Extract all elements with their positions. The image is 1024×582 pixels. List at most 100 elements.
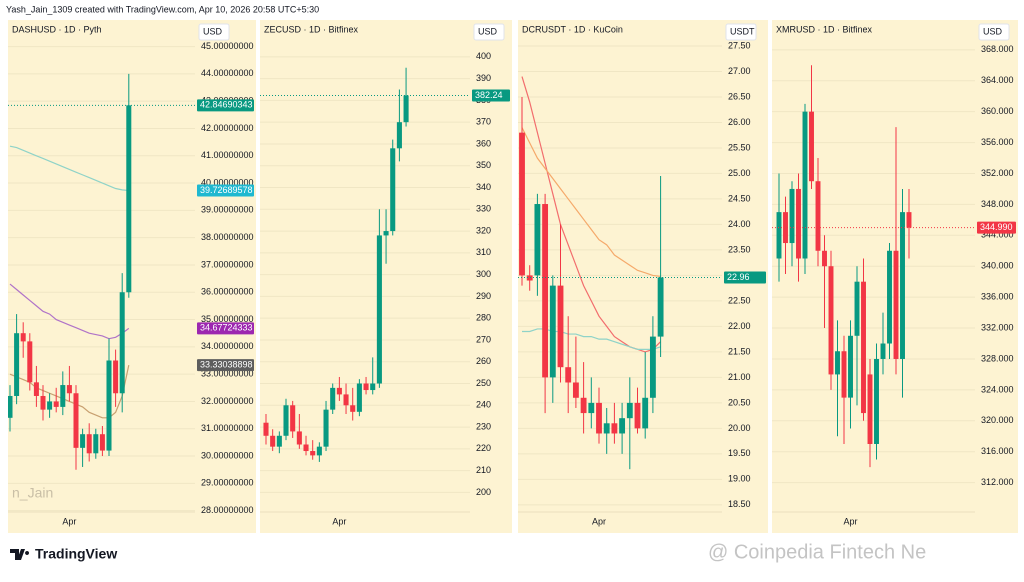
candle-body [626, 402, 633, 419]
moving-average [9, 145, 129, 192]
candle-body [303, 444, 309, 452]
candle-body [861, 281, 866, 414]
candle-body [396, 122, 402, 149]
last-price-label: 42.84690343 [200, 100, 253, 110]
y-tick-label: 360 [476, 138, 491, 148]
y-tick-label: 40.00000000 [201, 177, 254, 187]
candle-body [634, 402, 641, 429]
y-tick-label: 200 [476, 487, 491, 497]
plot [263, 67, 409, 462]
y-tick-label: 24.50 [728, 193, 751, 203]
candle-body [350, 405, 356, 412]
y-tick-label: 26.00 [728, 117, 751, 127]
y-tick-label: 20.50 [728, 397, 751, 407]
candle-body [809, 111, 814, 182]
last-price-label-bg [197, 99, 254, 112]
candle-body [20, 333, 26, 342]
y-tick-label: 21.00 [728, 372, 751, 382]
ma-price-label-bg [197, 322, 254, 335]
y-tick-label: 42.00000000 [201, 123, 254, 133]
candle-body [519, 132, 525, 276]
candle-body [73, 393, 79, 448]
currency-box [198, 23, 230, 41]
candle-body [290, 405, 296, 432]
candle-body [316, 446, 322, 456]
candle-body [86, 434, 92, 454]
candle-body [874, 358, 879, 444]
candle-body [603, 423, 610, 434]
y-tick-label: 27.50 [728, 40, 751, 50]
y-tick-label: 332.000 [981, 322, 1014, 332]
candle-body [99, 434, 105, 451]
y-tick-label: 320 [476, 225, 491, 235]
y-tick-label: 400 [476, 51, 491, 61]
y-tick-label: 300 [476, 269, 491, 279]
candle-body [343, 394, 349, 406]
y-tick-label: 41.00000000 [201, 150, 254, 160]
moving-average [521, 127, 661, 278]
candle-body [33, 382, 39, 396]
y-tick-label: 280 [476, 313, 491, 323]
candle-body [93, 434, 99, 454]
y-tick-label: 340.000 [981, 261, 1014, 271]
y-tick-label: 344.000 [981, 230, 1014, 240]
y-tick-label: 312.000 [981, 477, 1014, 487]
y-tick-label: 19.50 [728, 448, 751, 458]
y-tick-label: 368.000 [981, 44, 1014, 54]
y-tick-label: 29.00000000 [201, 478, 254, 488]
candle-body [848, 335, 853, 398]
moving-average [9, 283, 130, 340]
header-text: Yash_Jain_1309 created with TradingView.… [6, 4, 319, 14]
y-tick-label: 37.00000000 [201, 259, 254, 269]
candle-body [383, 231, 389, 236]
y-tick-label: 27.00 [728, 66, 751, 76]
candle-body [796, 188, 801, 259]
chart-title: XMRUSD · 1D · Bitfinex [776, 24, 873, 34]
candle-body [572, 382, 579, 398]
y-tick-label: 364.000 [981, 75, 1014, 85]
candle-body [66, 385, 72, 394]
candle-body [526, 275, 533, 281]
currency-box [978, 23, 1010, 41]
watermark: @ Coinpedia Fintech Ne [708, 541, 926, 563]
last-price-label: 22.96 [727, 272, 750, 282]
candle-body [854, 281, 860, 336]
y-tick-label: 23.50 [728, 244, 751, 254]
candle-body [887, 250, 892, 344]
panel-background [260, 20, 512, 533]
y-tick-label: 390 [476, 73, 491, 83]
candle-body [828, 266, 834, 375]
chart-title: DASHUSD · 1D · Pyth [12, 24, 102, 34]
y-tick-label: 290 [476, 291, 491, 301]
y-tick-label: 360.000 [981, 106, 1014, 116]
y-tick-label: 348.000 [981, 199, 1014, 209]
candle-body [649, 336, 656, 398]
plot [776, 65, 912, 468]
candle-body [542, 204, 549, 378]
chart-panel: 18.50 19.00 19.50 20.00 20.50 21.00 21.50 22.00… [518, 20, 768, 533]
y-tick-label: 44.00000000 [201, 68, 254, 78]
y-tick-label: 45.00000000 [201, 41, 254, 51]
last-price-label-bg [977, 221, 1016, 234]
y-tick-label: 350 [476, 160, 491, 170]
y-tick-label: 36.00000000 [201, 287, 254, 297]
candle-body [40, 395, 46, 410]
currency: USD [478, 26, 498, 36]
candle-body [557, 285, 564, 368]
y-tick-label: 370 [476, 117, 491, 127]
y-tick-label: 28.00000000 [201, 505, 254, 515]
candle-body [370, 383, 376, 391]
candle-body [596, 402, 602, 434]
candle-body [363, 383, 369, 391]
last-price-label: 382.24 [475, 90, 503, 100]
ma-price-label: 34.67724333 [200, 323, 253, 333]
y-tick-label: 260 [476, 356, 491, 366]
y-tick-label: 22.00 [728, 321, 751, 331]
y-tick-label: 21.50 [728, 346, 751, 356]
y-tick-label: 270 [476, 334, 491, 344]
candle-body [565, 367, 572, 383]
y-tick-label: 39.00000000 [201, 205, 254, 215]
candle-body [113, 360, 119, 394]
ma-price-label: 39.72689578 [200, 185, 253, 195]
candle-body [657, 277, 664, 337]
